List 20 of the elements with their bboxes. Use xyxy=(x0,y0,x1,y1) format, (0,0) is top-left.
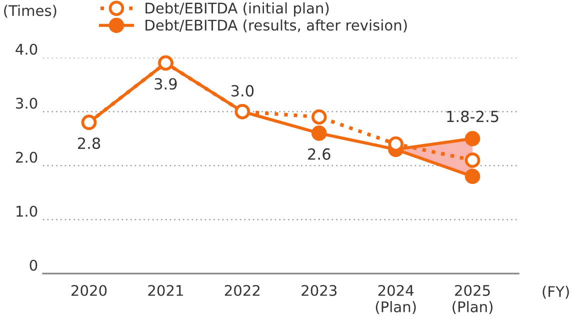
y-tick-label: 0 xyxy=(30,260,38,271)
y-tick-label: 2.0 xyxy=(16,152,38,163)
data-label: 2.6 xyxy=(308,148,330,160)
data-label: 3.9 xyxy=(154,78,177,90)
legend-label: Debt/EBITDA (initial plan) xyxy=(146,2,329,16)
x-tick-label: 2020 xyxy=(72,284,107,296)
x-tick-label: 2025 (Plan) xyxy=(452,284,492,314)
data-label: 1.8-2.5 xyxy=(447,110,498,122)
y-tick-label: 4.0 xyxy=(16,44,38,55)
x-tick-label: 2022 xyxy=(224,284,260,296)
y-tick-label: 3.0 xyxy=(16,98,38,109)
data-label: 3.0 xyxy=(231,85,254,97)
y-tick-label: 1.0 xyxy=(16,206,38,217)
legend-label: Debt/EBITDA (results, after revision) xyxy=(146,19,407,32)
y-axis-title: (Times) xyxy=(4,4,56,18)
x-tick-label: 2021 xyxy=(148,284,183,296)
x-axis-title: (FY) xyxy=(542,286,569,299)
x-tick-label: 2023 xyxy=(302,284,337,296)
x-tick-label: 2024 (Plan) xyxy=(376,284,416,314)
data-label: 2.8 xyxy=(78,138,100,150)
